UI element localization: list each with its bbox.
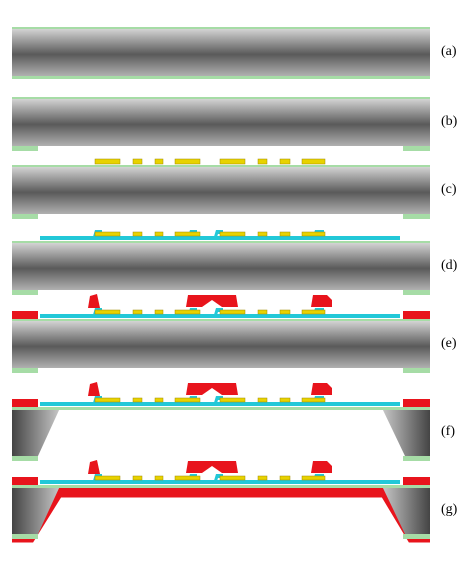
red-edge [12,477,38,485]
red-block [311,383,332,395]
metal-pad [220,476,245,480]
metal-pad [155,398,163,402]
bottom-oxide [12,76,430,79]
metal-pad [95,232,120,236]
metal-pad [258,310,267,314]
red-edge [403,311,430,319]
metal-pad [133,398,142,402]
metal-pad [220,310,245,314]
metal-pad [95,159,120,164]
metal-pad [280,476,290,480]
substrate [12,98,430,146]
step-label: (a) [441,44,457,59]
red-block [88,460,100,474]
metal-pad [280,159,290,164]
red-block [186,295,238,307]
metal-pad [155,159,163,164]
metal-pad [133,159,142,164]
bottom-pad [403,368,430,373]
metal-pad [175,310,200,314]
red-backside-coating [12,492,430,537]
metal-pad [175,398,200,402]
metal-pad [258,159,267,164]
top-oxide [12,97,430,99]
step-label: (e) [441,336,457,351]
metal-pad [175,232,200,236]
metal-pad [95,476,120,480]
bottom-pad [12,368,38,373]
metal-pad [155,476,163,480]
metal-pad [302,398,325,402]
red-edge [403,399,430,407]
metal-pad [302,159,325,164]
metal-pad [280,232,290,236]
metal-pad [95,398,120,402]
metal-pad [155,310,163,314]
metal-pad [220,232,245,236]
step-label: (c) [441,182,457,197]
red-block [186,461,238,473]
substrate [12,320,430,368]
red-edge [12,399,38,407]
metal-pad [302,232,325,236]
bottom-pad [403,290,430,295]
top-oxide [12,27,430,29]
metal-pad [220,159,245,164]
red-edge [12,311,38,319]
step-label: (d) [441,258,458,273]
bottom-pad [403,456,430,461]
metal-pad [175,476,200,480]
bottom-pad [12,214,38,219]
metal-pad [155,232,163,236]
process-diagram: (a) (b) (c) (d) (e) (f) (g) [0,0,461,561]
metal-pad [258,476,267,480]
membrane [12,407,430,410]
substrate [12,28,430,76]
bottom-pad [12,146,38,151]
metal-pad [220,398,245,402]
red-block [88,294,100,308]
metal-pad [302,310,325,314]
bottom-pad [12,290,38,295]
substrate [12,166,430,214]
bottom-pad [403,146,430,151]
metal-pad [133,476,142,480]
substrate-right [382,486,430,534]
metal-pad [133,310,142,314]
top-oxide [12,319,430,321]
substrate-right [382,408,430,456]
metal-pad [280,398,290,402]
metal-pad [302,476,325,480]
step-label: (g) [441,502,458,517]
step-label: (b) [441,114,458,129]
bottom-pad [403,214,430,219]
red-block [311,461,332,473]
bottom-pad [12,534,38,539]
metal-pad [258,398,267,402]
red-edge [403,477,430,485]
membrane [12,485,430,488]
red-block [186,383,238,395]
bottom-pad [12,456,38,461]
top-oxide [12,165,430,167]
bottom-pad [403,534,430,539]
metal-pad [175,159,200,164]
substrate [12,242,430,290]
top-oxide [12,241,430,243]
substrate-left [12,408,60,456]
red-block [88,382,100,396]
metal-pad [280,310,290,314]
red-block [311,295,332,307]
step-label: (f) [441,424,455,439]
metal-pad [95,310,120,314]
metal-pad [133,232,142,236]
metal-pad [258,232,267,236]
